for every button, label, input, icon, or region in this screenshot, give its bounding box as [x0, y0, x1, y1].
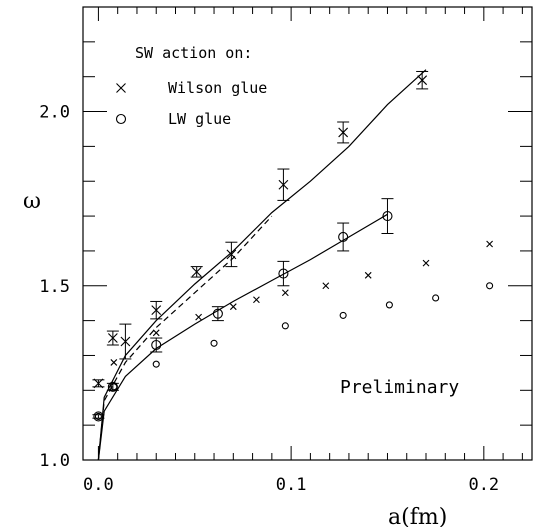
- small-x-point: [322, 282, 330, 290]
- x-stroke: [151, 305, 162, 316]
- x-stroke: [110, 359, 118, 366]
- small-x-point: [110, 359, 118, 366]
- small-x-point: [152, 329, 160, 337]
- small-circle-point: [94, 412, 102, 420]
- dashed-fit-curve: [97, 215, 273, 461]
- axis-ticks: [83, 6, 532, 461]
- wilson-point: [338, 127, 349, 138]
- x-stroke: [195, 313, 203, 321]
- data-markers: [92, 70, 494, 422]
- small-x-point: [253, 296, 260, 304]
- y-axis-label: ω: [23, 189, 41, 214]
- small-circle-point: [385, 301, 393, 309]
- legend: SW action on: Wilson glue LW glue: [115, 44, 267, 128]
- small-x-point: [229, 303, 237, 311]
- preliminary-annotation: Preliminary: [340, 377, 459, 398]
- x-stroke: [253, 296, 260, 304]
- x-stroke: [120, 336, 131, 347]
- x-tick-label: 0.2: [468, 475, 499, 495]
- x-stroke: [486, 240, 493, 248]
- small-circle-point: [281, 322, 289, 330]
- small-x-point: [422, 259, 430, 267]
- x-tick-label: 0.1: [276, 475, 307, 495]
- legend-label-lw: LW glue: [168, 110, 231, 128]
- fit-curves: [97, 69, 427, 461]
- small-circle-point: [110, 383, 118, 391]
- x-stroke: [322, 282, 330, 290]
- y-tick-label: 1.0: [39, 451, 70, 471]
- x-axis-label: a(fm): [388, 505, 447, 527]
- x-stroke: [116, 83, 126, 93]
- x-stroke: [364, 271, 372, 279]
- wilson-point: [191, 266, 202, 277]
- x-stroke: [417, 75, 428, 86]
- wilson-point: [278, 179, 289, 190]
- wilson-point: [417, 75, 428, 86]
- small-circle-point: [339, 311, 347, 319]
- wilson-point: [120, 336, 131, 347]
- small-circle-point: [486, 282, 494, 290]
- small-circle-point: [432, 294, 440, 302]
- lw-point: [212, 308, 223, 319]
- fit-curve: [97, 213, 388, 461]
- legend-circle-glyph: [115, 113, 127, 125]
- small-x-point: [195, 313, 203, 321]
- wilson-point: [151, 305, 162, 316]
- lw-point: [278, 268, 289, 279]
- y-tick-label: 2.0: [39, 103, 70, 123]
- wilson-point: [93, 378, 104, 389]
- x-stroke: [191, 266, 202, 277]
- x-stroke: [107, 333, 118, 343]
- x-stroke: [93, 378, 104, 389]
- small-x-point: [281, 289, 289, 297]
- small-circle-point: [210, 339, 218, 347]
- lw-point: [151, 339, 162, 351]
- y-tick-label: 1.5: [39, 277, 70, 297]
- x-stroke: [152, 329, 160, 337]
- small-x-point: [486, 240, 493, 248]
- lw-point: [338, 231, 349, 243]
- lw-point: [93, 411, 104, 422]
- x-stroke: [229, 303, 237, 311]
- wilson-point: [107, 333, 118, 343]
- x-stroke: [281, 289, 289, 297]
- legend-label-wilson: Wilson glue: [168, 79, 267, 97]
- small-circle-point: [152, 360, 160, 368]
- x-stroke: [338, 127, 349, 138]
- legend-title: SW action on:: [135, 44, 252, 62]
- plot-frame: [82, 6, 533, 461]
- lw-point: [382, 211, 393, 222]
- legend-x-glyph: [116, 83, 126, 93]
- small-x-point: [364, 271, 372, 279]
- x-tick-label: 0.0: [83, 475, 114, 495]
- wilson-point: [226, 249, 237, 260]
- x-stroke: [278, 179, 289, 190]
- fit-curve: [97, 69, 427, 461]
- x-stroke: [422, 259, 430, 267]
- tick-labels: 0.0 0.1 0.2 1.0 1.5 2.0: [39, 103, 499, 495]
- legend-x-marker: [116, 83, 126, 93]
- legend-circle-marker: [115, 113, 127, 125]
- x-stroke: [226, 249, 237, 260]
